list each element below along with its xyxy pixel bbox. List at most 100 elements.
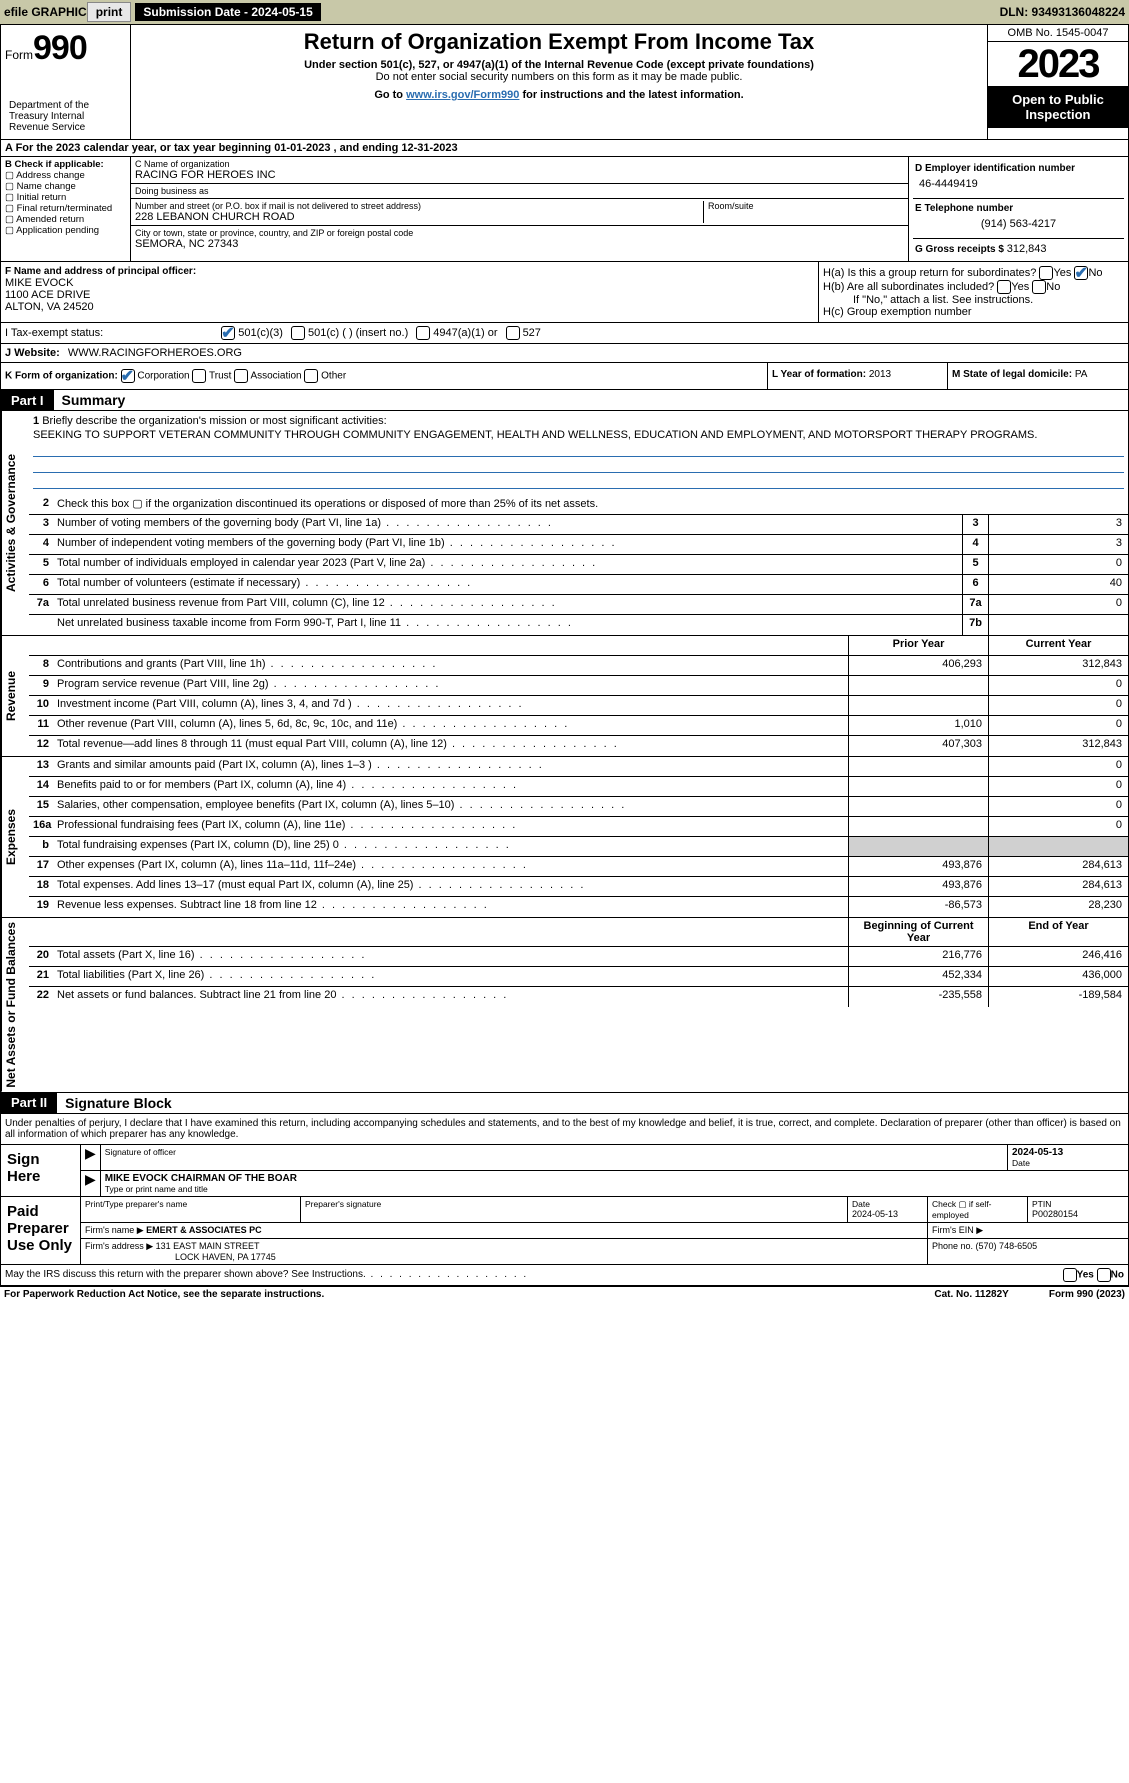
- header-sub3: Go to www.irs.gov/Form990 for instructio…: [135, 89, 983, 101]
- row-j: J Website: WWW.RACINGFORHEROES.ORG: [0, 344, 1129, 363]
- form-ref: Form 990 (2023): [1049, 1289, 1125, 1300]
- form-prefix: Form: [5, 48, 33, 62]
- ha-yes[interactable]: [1039, 266, 1053, 280]
- ptin: P00280154: [1032, 1209, 1124, 1219]
- gross-label: G Gross receipts $: [915, 244, 1007, 255]
- box-b: B Check if applicable: ▢ Address change …: [1, 157, 131, 261]
- ha-no[interactable]: [1074, 266, 1088, 280]
- l-label: L Year of formation:: [772, 369, 869, 380]
- summary-row: 19Revenue less expenses. Subtract line 1…: [29, 897, 1128, 917]
- summary-row: 4Number of independent voting members of…: [29, 535, 1128, 555]
- box-h: H(a) Is this a group return for subordin…: [818, 262, 1128, 322]
- hc-row: H(c) Group exemption number: [823, 306, 1124, 318]
- cb-501c[interactable]: [291, 326, 305, 340]
- sub3-pre: Go to: [374, 89, 406, 101]
- tax-year: 2023: [988, 42, 1128, 86]
- row-i: I Tax-exempt status: 501(c)(3) 501(c) ( …: [0, 323, 1129, 344]
- blank-line: [33, 443, 1124, 457]
- summary-row: 20Total assets (Part X, line 16)216,7762…: [29, 947, 1128, 967]
- section-bc: B Check if applicable: ▢ Address change …: [0, 157, 1129, 262]
- officer-name: MIKE EVOCK: [5, 277, 814, 289]
- summary-row: 21Total liabilities (Part X, line 26)452…: [29, 967, 1128, 987]
- k-label: K Form of organization:: [5, 371, 118, 382]
- hb-note: If "No," attach a list. See instructions…: [823, 294, 1124, 306]
- prior-year-hdr: Prior Year: [848, 636, 988, 655]
- summary-row: 9Program service revenue (Part VIII, lin…: [29, 676, 1128, 696]
- city: SEMORA, NC 27343: [135, 238, 238, 250]
- open-inspection: Open to Public Inspection: [988, 86, 1128, 128]
- phone-label: Phone no.: [932, 1241, 976, 1251]
- officer-sig-name: MIKE EVOCK CHAIRMAN OF THE BOAR: [105, 1173, 1124, 1184]
- summary-row: 16aProfessional fundraising fees (Part I…: [29, 817, 1128, 837]
- name-label: C Name of organization: [135, 159, 904, 169]
- header-right: OMB No. 1545-0047 2023 Open to Public In…: [988, 25, 1128, 139]
- activities-governance: Activities & Governance 1 Briefly descri…: [0, 411, 1129, 636]
- header-sub2: Do not enter social security numbers on …: [135, 71, 983, 83]
- cb-corp[interactable]: [121, 369, 135, 383]
- print-button[interactable]: print: [87, 2, 132, 22]
- discuss-yes[interactable]: [1063, 1268, 1077, 1282]
- hb-yes[interactable]: [997, 280, 1011, 294]
- dept-label: Department of the Treasury Internal Reve…: [5, 98, 126, 135]
- end-year-hdr: End of Year: [988, 918, 1128, 946]
- name-label: Type or print name and title: [105, 1184, 1124, 1194]
- paperwork-notice: For Paperwork Reduction Act Notice, see …: [4, 1289, 324, 1300]
- summary-row: 5Total number of individuals employed in…: [29, 555, 1128, 575]
- summary-row: 12Total revenue—add lines 8 through 11 (…: [29, 736, 1128, 756]
- part1-num: Part I: [1, 391, 54, 410]
- form-number: Form990: [5, 29, 126, 68]
- netassets-section: Net Assets or Fund Balances Beginning of…: [0, 918, 1129, 1093]
- arrow-icon: ▶: [81, 1145, 101, 1170]
- hb-no[interactable]: [1032, 280, 1046, 294]
- i-label: I Tax-exempt status:: [5, 327, 103, 339]
- cb-pending[interactable]: ▢ Application pending: [5, 225, 126, 236]
- sign-here-label: Sign Here: [1, 1145, 81, 1196]
- expenses-section: Expenses 13Grants and similar amounts pa…: [0, 757, 1129, 918]
- irs-link[interactable]: www.irs.gov/Form990: [406, 89, 519, 101]
- cb-assoc[interactable]: [234, 369, 248, 383]
- cb-address[interactable]: ▢ Address change: [5, 170, 126, 181]
- row-k: K Form of organization: Corporation Trus…: [0, 363, 1129, 390]
- summary-row: 17Other expenses (Part IX, column (A), l…: [29, 857, 1128, 877]
- firm-name: EMERT & ASSOCIATES PC: [146, 1225, 262, 1235]
- cb-501c3[interactable]: [221, 326, 235, 340]
- part1-header: Part I Summary: [0, 390, 1129, 411]
- summary-row: 15Salaries, other compensation, employee…: [29, 797, 1128, 817]
- cb-527[interactable]: [506, 326, 520, 340]
- revenue-section: Revenue Prior YearCurrent Year 8Contribu…: [0, 636, 1129, 757]
- discuss-row: May the IRS discuss this return with the…: [0, 1265, 1129, 1286]
- sig-intro: Under penalties of perjury, I declare th…: [0, 1114, 1129, 1145]
- summary-row: 13Grants and similar amounts paid (Part …: [29, 757, 1128, 777]
- line1: 1 Briefly describe the organization's mi…: [29, 411, 1128, 495]
- summary-row: 10Investment income (Part VIII, column (…: [29, 696, 1128, 716]
- cb-other[interactable]: [304, 369, 318, 383]
- section-fh: F Name and address of principal officer:…: [0, 262, 1129, 323]
- year-formation: 2013: [869, 369, 891, 380]
- cb-name[interactable]: ▢ Name change: [5, 181, 126, 192]
- cb-final[interactable]: ▢ Final return/terminated: [5, 203, 126, 214]
- header-mid: Return of Organization Exempt From Incom…: [131, 25, 988, 139]
- cb-initial[interactable]: ▢ Initial return: [5, 192, 126, 203]
- sig-label: Signature of officer: [105, 1147, 1003, 1157]
- self-emp-label: Check ▢ if self-employed: [932, 1199, 1023, 1220]
- efile-label: efile GRAPHIC: [4, 5, 87, 19]
- blank-line: [33, 459, 1124, 473]
- org-name: RACING FOR HEROES INC: [135, 169, 276, 181]
- firm-name-label: Firm's name: [85, 1225, 137, 1235]
- dba-label: Doing business as: [135, 186, 209, 196]
- beg-year-hdr: Beginning of Current Year: [848, 918, 988, 946]
- blank-line: [33, 475, 1124, 489]
- sig-date-val: 2024-05-13: [1012, 1147, 1124, 1158]
- j-label: J Website:: [5, 347, 60, 359]
- footer: For Paperwork Reduction Act Notice, see …: [0, 1286, 1129, 1302]
- summary-row: bTotal fundraising expenses (Part IX, co…: [29, 837, 1128, 857]
- discuss-no[interactable]: [1097, 1268, 1111, 1282]
- cb-amended[interactable]: ▢ Amended return: [5, 214, 126, 225]
- summary-row: 11Other revenue (Part VIII, column (A), …: [29, 716, 1128, 736]
- cb-trust[interactable]: [192, 369, 206, 383]
- state-domicile: PA: [1075, 369, 1088, 380]
- submission-date: Submission Date - 2024-05-15: [135, 3, 320, 21]
- side-na: Net Assets or Fund Balances: [1, 918, 29, 1092]
- cb-4947[interactable]: [416, 326, 430, 340]
- firm-phone: (570) 748-6505: [976, 1241, 1038, 1251]
